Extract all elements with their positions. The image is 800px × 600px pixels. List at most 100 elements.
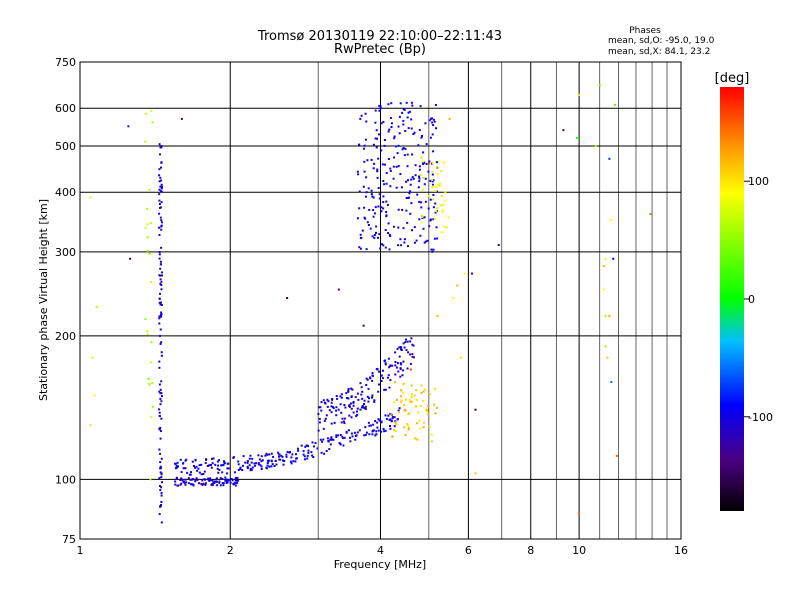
data-point bbox=[394, 421, 397, 424]
data-point bbox=[372, 196, 375, 199]
data-point bbox=[160, 315, 163, 318]
data-point bbox=[275, 463, 278, 466]
data-point bbox=[302, 450, 305, 453]
data-point bbox=[158, 390, 161, 393]
data-point bbox=[406, 340, 409, 343]
data-point bbox=[237, 479, 240, 482]
data-point bbox=[436, 166, 439, 169]
data-point bbox=[414, 164, 417, 167]
data-point bbox=[340, 421, 343, 424]
data-point bbox=[419, 404, 422, 407]
chart-subtitle: RwPretec (Bp) bbox=[334, 42, 426, 57]
x-tick-label: 4 bbox=[377, 544, 384, 557]
data-point bbox=[410, 118, 413, 121]
data-point bbox=[438, 184, 441, 187]
data-point bbox=[363, 144, 366, 147]
data-point bbox=[159, 185, 162, 188]
data-point bbox=[417, 186, 420, 189]
data-point bbox=[432, 185, 435, 188]
y-axis-label: Stationary phase Virtual Height [km] bbox=[37, 199, 50, 401]
data-point bbox=[350, 407, 353, 410]
data-point bbox=[441, 209, 444, 212]
data-point bbox=[400, 389, 403, 392]
data-point bbox=[431, 162, 434, 165]
data-point bbox=[160, 225, 163, 228]
data-point bbox=[322, 399, 325, 402]
data-point bbox=[159, 465, 162, 468]
data-point bbox=[352, 411, 355, 414]
data-point bbox=[412, 344, 415, 347]
data-point bbox=[220, 464, 223, 467]
data-point bbox=[324, 402, 327, 405]
data-point bbox=[366, 378, 369, 381]
data-point bbox=[431, 180, 434, 183]
data-point bbox=[280, 454, 283, 457]
data-point bbox=[158, 301, 161, 304]
data-point bbox=[405, 398, 407, 401]
data-point bbox=[307, 449, 310, 452]
data-point bbox=[318, 406, 321, 409]
data-point bbox=[386, 376, 389, 379]
data-point bbox=[278, 453, 281, 456]
data-point bbox=[246, 467, 249, 470]
data-point bbox=[378, 419, 381, 422]
data-point bbox=[370, 193, 373, 196]
data-point bbox=[330, 436, 333, 439]
data-point bbox=[433, 403, 436, 406]
data-point bbox=[396, 398, 398, 401]
grid-lines bbox=[80, 62, 681, 539]
data-point bbox=[207, 477, 210, 480]
data-point bbox=[367, 421, 370, 424]
data-point bbox=[260, 465, 263, 468]
data-point bbox=[224, 479, 227, 482]
data-point bbox=[371, 379, 374, 382]
data-point bbox=[375, 231, 377, 234]
data-point bbox=[411, 153, 414, 156]
data-point bbox=[216, 467, 219, 470]
data-point bbox=[360, 237, 363, 240]
data-point bbox=[349, 440, 352, 443]
data-point bbox=[394, 351, 397, 354]
data-point bbox=[397, 244, 400, 247]
data-point bbox=[187, 482, 190, 485]
data-point bbox=[297, 447, 299, 450]
data-point bbox=[426, 409, 429, 412]
data-point bbox=[434, 202, 437, 205]
data-point bbox=[436, 173, 439, 175]
data-point bbox=[151, 382, 154, 384]
data-point bbox=[223, 462, 226, 465]
data-point bbox=[409, 353, 412, 356]
data-point bbox=[387, 103, 390, 106]
data-point bbox=[160, 486, 163, 489]
data-point bbox=[267, 459, 270, 462]
data-point bbox=[407, 111, 410, 114]
data-point bbox=[419, 234, 422, 237]
data-point bbox=[237, 469, 240, 471]
data-point bbox=[364, 405, 367, 408]
data-point bbox=[363, 403, 365, 405]
data-point bbox=[222, 484, 225, 487]
data-point bbox=[430, 248, 433, 251]
data-point bbox=[239, 467, 242, 470]
data-point bbox=[395, 366, 398, 369]
data-point bbox=[389, 425, 391, 427]
data-point bbox=[360, 114, 363, 117]
data-point bbox=[354, 396, 357, 399]
data-point bbox=[219, 484, 222, 487]
data-point bbox=[159, 397, 162, 400]
data-point bbox=[286, 451, 289, 453]
data-point bbox=[407, 351, 410, 354]
y-tick-label: 100 bbox=[55, 473, 76, 486]
data-point bbox=[197, 482, 200, 485]
data-point bbox=[388, 386, 391, 389]
data-point bbox=[184, 459, 187, 462]
data-point bbox=[376, 176, 379, 179]
data-point bbox=[385, 200, 388, 203]
data-point bbox=[562, 129, 565, 132]
data-point bbox=[159, 388, 162, 391]
data-point bbox=[176, 461, 179, 464]
data-point bbox=[433, 217, 436, 220]
data-point bbox=[401, 208, 404, 211]
data-point bbox=[325, 450, 328, 452]
data-point bbox=[187, 477, 190, 479]
